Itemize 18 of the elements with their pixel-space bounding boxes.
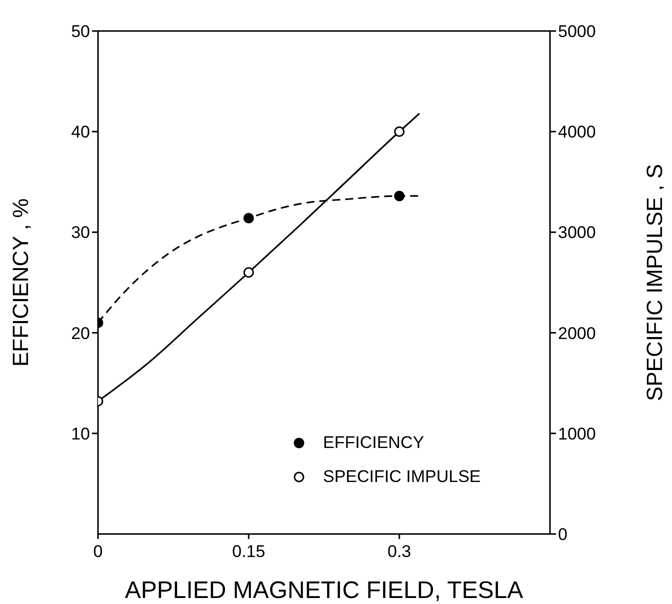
y-tick-label: 10 xyxy=(71,424,90,444)
y2-tick-label: 3000 xyxy=(558,223,596,242)
x-tick-label: 0.15 xyxy=(232,542,266,562)
x-tick-label: 0 xyxy=(93,542,103,562)
y-tick-label: 20 xyxy=(71,324,90,343)
y-tick-label: 30 xyxy=(71,223,90,242)
y2-tick-label: 2000 xyxy=(558,324,596,343)
y-axis-title: EFFICIENCY , % xyxy=(8,198,33,367)
y2-tick-label: 0 xyxy=(558,525,568,544)
legend-label: EFFICIENCY xyxy=(323,433,424,453)
y2-tick-label: 5000 xyxy=(558,22,596,42)
y2-tick-label: 1000 xyxy=(558,424,596,444)
y-tick-label: 50 xyxy=(71,22,90,42)
y-tick-label: 40 xyxy=(71,122,90,142)
legend-label: SPECIFIC IMPULSE xyxy=(323,467,481,487)
x-axis-title: APPLIED MAGNETIC FIELD, TESLA xyxy=(124,577,524,604)
y2-tick-label: 4000 xyxy=(558,122,596,142)
x-tick-label: 0.3 xyxy=(388,542,412,562)
